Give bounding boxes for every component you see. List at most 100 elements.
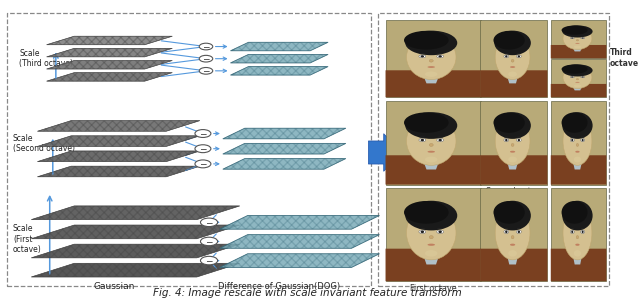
Polygon shape: [31, 263, 240, 277]
Ellipse shape: [518, 231, 520, 233]
Ellipse shape: [510, 66, 515, 68]
Text: −: −: [205, 218, 212, 227]
Ellipse shape: [508, 156, 517, 162]
Ellipse shape: [582, 231, 584, 233]
Ellipse shape: [511, 235, 514, 239]
Text: −: −: [199, 144, 207, 153]
Ellipse shape: [406, 117, 456, 165]
Ellipse shape: [436, 230, 444, 234]
Ellipse shape: [425, 156, 437, 162]
Ellipse shape: [563, 64, 593, 77]
Ellipse shape: [504, 137, 508, 138]
Ellipse shape: [420, 231, 424, 233]
Bar: [551, 101, 606, 185]
Polygon shape: [38, 136, 200, 146]
Circle shape: [200, 237, 218, 246]
Circle shape: [199, 67, 212, 74]
Polygon shape: [31, 244, 240, 258]
Ellipse shape: [504, 55, 509, 58]
Polygon shape: [573, 250, 582, 264]
Polygon shape: [573, 157, 582, 170]
Ellipse shape: [563, 112, 593, 139]
Text: Fig. 4: Image rescale with scale invariant feature transform: Fig. 4: Image rescale with scale invaria…: [153, 288, 461, 298]
Polygon shape: [423, 250, 439, 264]
Bar: [507, 250, 518, 264]
Text: −: −: [205, 237, 212, 246]
Ellipse shape: [570, 138, 574, 142]
Ellipse shape: [406, 206, 456, 260]
Ellipse shape: [561, 64, 588, 74]
Bar: [551, 59, 606, 97]
Ellipse shape: [580, 230, 585, 234]
Ellipse shape: [425, 71, 437, 77]
Ellipse shape: [504, 228, 508, 229]
Polygon shape: [551, 249, 606, 281]
Ellipse shape: [429, 59, 433, 62]
Polygon shape: [385, 155, 481, 185]
Ellipse shape: [561, 26, 588, 35]
Ellipse shape: [495, 117, 530, 165]
Polygon shape: [220, 254, 380, 267]
Ellipse shape: [419, 138, 426, 142]
Polygon shape: [481, 70, 547, 97]
Polygon shape: [31, 206, 240, 220]
Ellipse shape: [495, 206, 530, 260]
Ellipse shape: [436, 138, 444, 142]
Ellipse shape: [510, 151, 515, 153]
Bar: [423, 72, 439, 83]
Polygon shape: [551, 84, 606, 97]
Circle shape: [195, 145, 211, 152]
Ellipse shape: [428, 244, 435, 246]
Text: −: −: [202, 66, 210, 75]
Ellipse shape: [574, 156, 581, 162]
Polygon shape: [230, 66, 328, 75]
Ellipse shape: [508, 250, 517, 257]
Circle shape: [199, 55, 212, 62]
Ellipse shape: [563, 66, 592, 88]
Circle shape: [200, 256, 218, 265]
Text: Second octave: Second octave: [486, 187, 545, 196]
Polygon shape: [38, 166, 200, 177]
Ellipse shape: [572, 231, 573, 233]
Polygon shape: [38, 120, 200, 131]
Ellipse shape: [563, 206, 592, 260]
Polygon shape: [47, 48, 172, 57]
Ellipse shape: [429, 143, 433, 146]
Polygon shape: [223, 143, 346, 154]
Bar: [573, 85, 582, 90]
Ellipse shape: [493, 201, 525, 224]
Bar: [423, 157, 439, 170]
Ellipse shape: [574, 250, 581, 257]
Polygon shape: [223, 159, 346, 169]
Bar: [551, 20, 606, 58]
Ellipse shape: [428, 66, 435, 68]
Ellipse shape: [437, 228, 443, 229]
Ellipse shape: [563, 25, 593, 38]
Ellipse shape: [437, 53, 443, 54]
Ellipse shape: [516, 137, 521, 138]
Ellipse shape: [572, 139, 573, 141]
Ellipse shape: [576, 143, 579, 146]
Polygon shape: [223, 128, 346, 139]
Ellipse shape: [429, 235, 433, 239]
Bar: [573, 157, 582, 170]
Ellipse shape: [428, 151, 435, 153]
Polygon shape: [573, 85, 582, 90]
Ellipse shape: [563, 27, 592, 49]
Ellipse shape: [437, 137, 443, 138]
Polygon shape: [230, 54, 328, 63]
Ellipse shape: [516, 138, 522, 142]
Bar: [507, 72, 518, 83]
Ellipse shape: [516, 55, 522, 58]
Ellipse shape: [575, 82, 580, 83]
Ellipse shape: [563, 201, 593, 231]
Ellipse shape: [574, 84, 581, 87]
Ellipse shape: [570, 75, 574, 76]
Ellipse shape: [419, 230, 426, 234]
Ellipse shape: [419, 53, 426, 54]
Ellipse shape: [494, 30, 531, 55]
Ellipse shape: [570, 137, 574, 138]
Polygon shape: [481, 249, 547, 281]
Polygon shape: [507, 250, 518, 264]
Bar: [551, 188, 606, 281]
